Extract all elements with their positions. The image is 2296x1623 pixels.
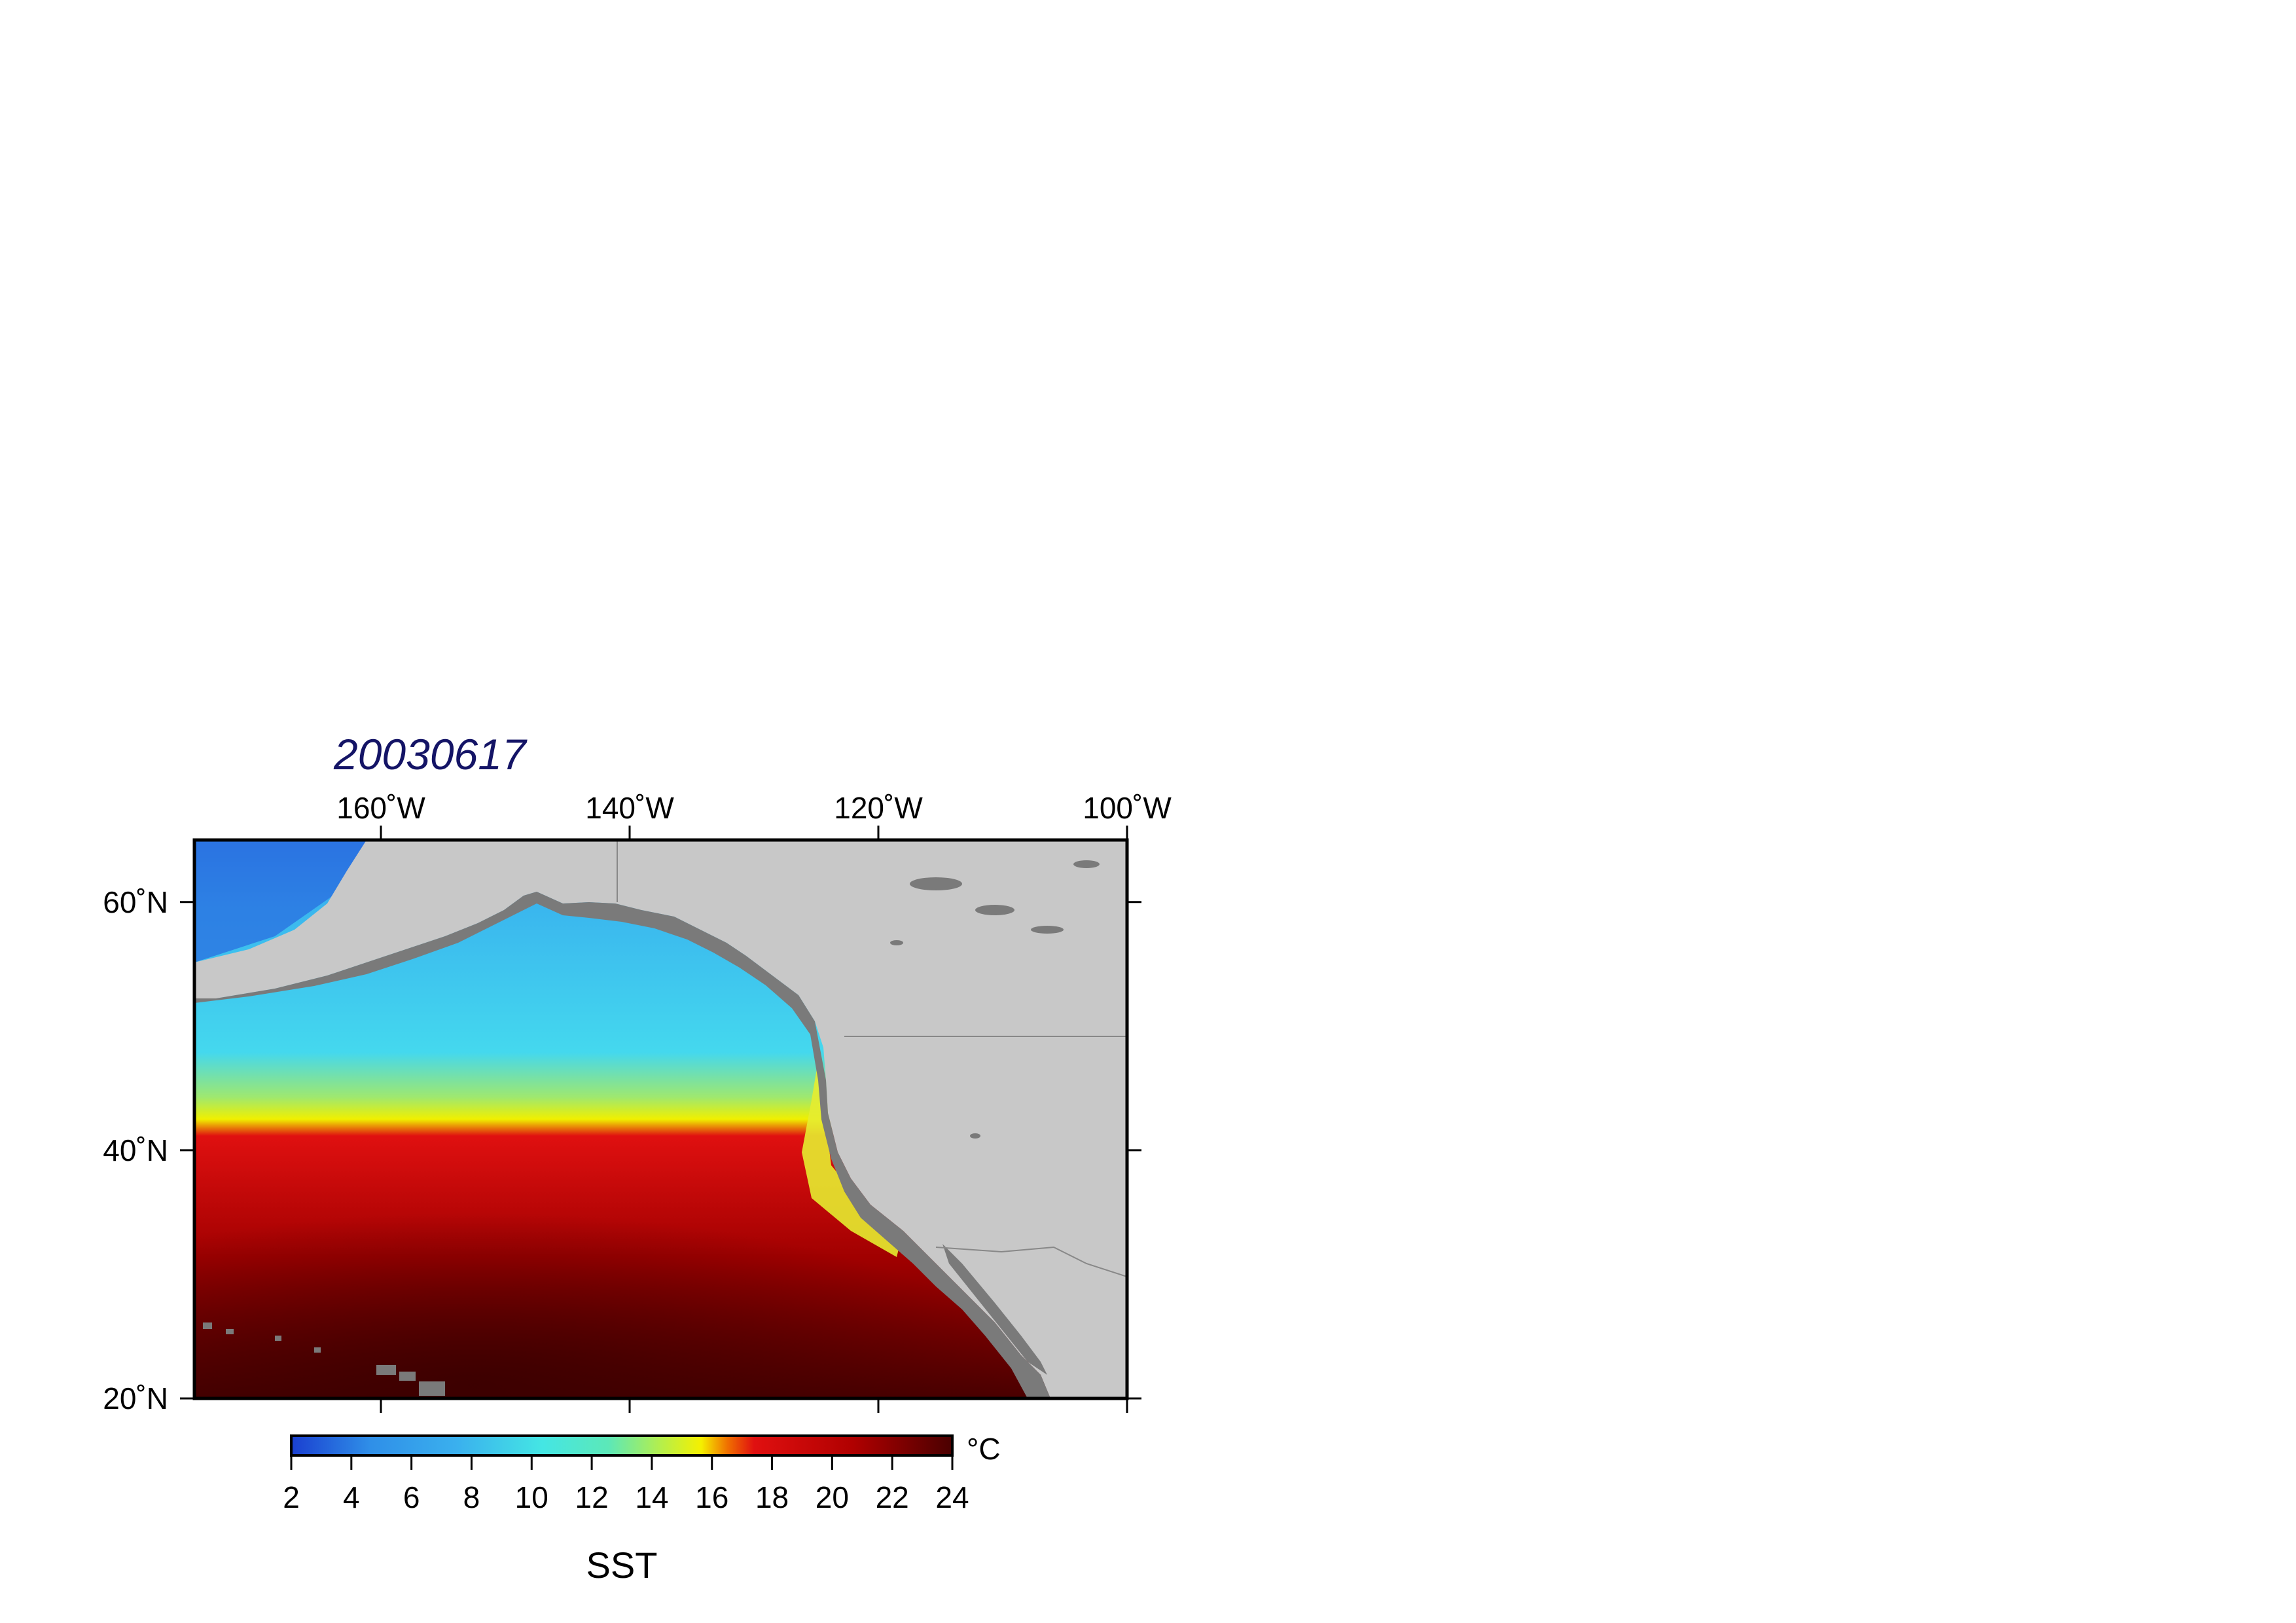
colorbar-tick-label: 16 [695, 1480, 728, 1514]
political-borders [617, 840, 1127, 1277]
land-mass [194, 840, 1127, 1398]
lon-tick-label: 100˚W [1083, 791, 1172, 825]
lon-tick-label: 120˚W [834, 791, 923, 825]
lon-tick-label: 160˚W [336, 791, 425, 825]
gulf-of-california [942, 1244, 1047, 1375]
colorbar-tick-label: 20 [816, 1480, 849, 1514]
colorbar-tick-label: 12 [575, 1480, 609, 1514]
colorbar-tick-label: 4 [343, 1480, 360, 1514]
colorbar-tick-label: 24 [935, 1480, 969, 1514]
colorbar-tick-label: 8 [463, 1480, 480, 1514]
hawaii-islands [203, 1322, 445, 1396]
colorbar-tick-label: 10 [515, 1480, 548, 1514]
lat-tick-label: 60˚N [103, 885, 168, 919]
lat-tick-label: 20˚N [103, 1381, 168, 1415]
colorbar-tick-label: 22 [876, 1480, 909, 1514]
colorbar-tick-label: 2 [283, 1480, 300, 1514]
bering-cold-patch [194, 840, 367, 962]
inland-water [890, 860, 1100, 1139]
colorbar-ramp [290, 1434, 954, 1457]
colorbar-label: SST [586, 1544, 658, 1586]
colorbar-tick-label: 18 [755, 1480, 789, 1514]
coastal-upwelling [802, 1034, 903, 1257]
colorbar-tick-label: 6 [403, 1480, 420, 1514]
map-frame-group: 160˚W 140˚W 120˚W 100˚W 60˚N 40˚N 20˚N [103, 791, 1172, 1415]
map-frame [192, 838, 1129, 1400]
colorbar-tick-label: 14 [635, 1480, 668, 1514]
colorbar-ticks: 2 4 6 8 10 12 14 16 18 20 22 24 [283, 1455, 969, 1514]
colorbar: °C 2 4 6 8 10 12 14 16 18 20 22 24 SST [283, 1432, 1000, 1586]
lat-tick-label: 40˚N [103, 1133, 168, 1167]
colorbar-unit: °C [967, 1432, 1001, 1466]
lon-tick-label: 140˚W [585, 791, 674, 825]
latitude-ticks: 60˚N 40˚N 20˚N [103, 885, 1141, 1415]
map-title: 20030617 [333, 730, 528, 778]
longitude-ticks: 160˚W 140˚W 120˚W 100˚W [336, 791, 1172, 1413]
